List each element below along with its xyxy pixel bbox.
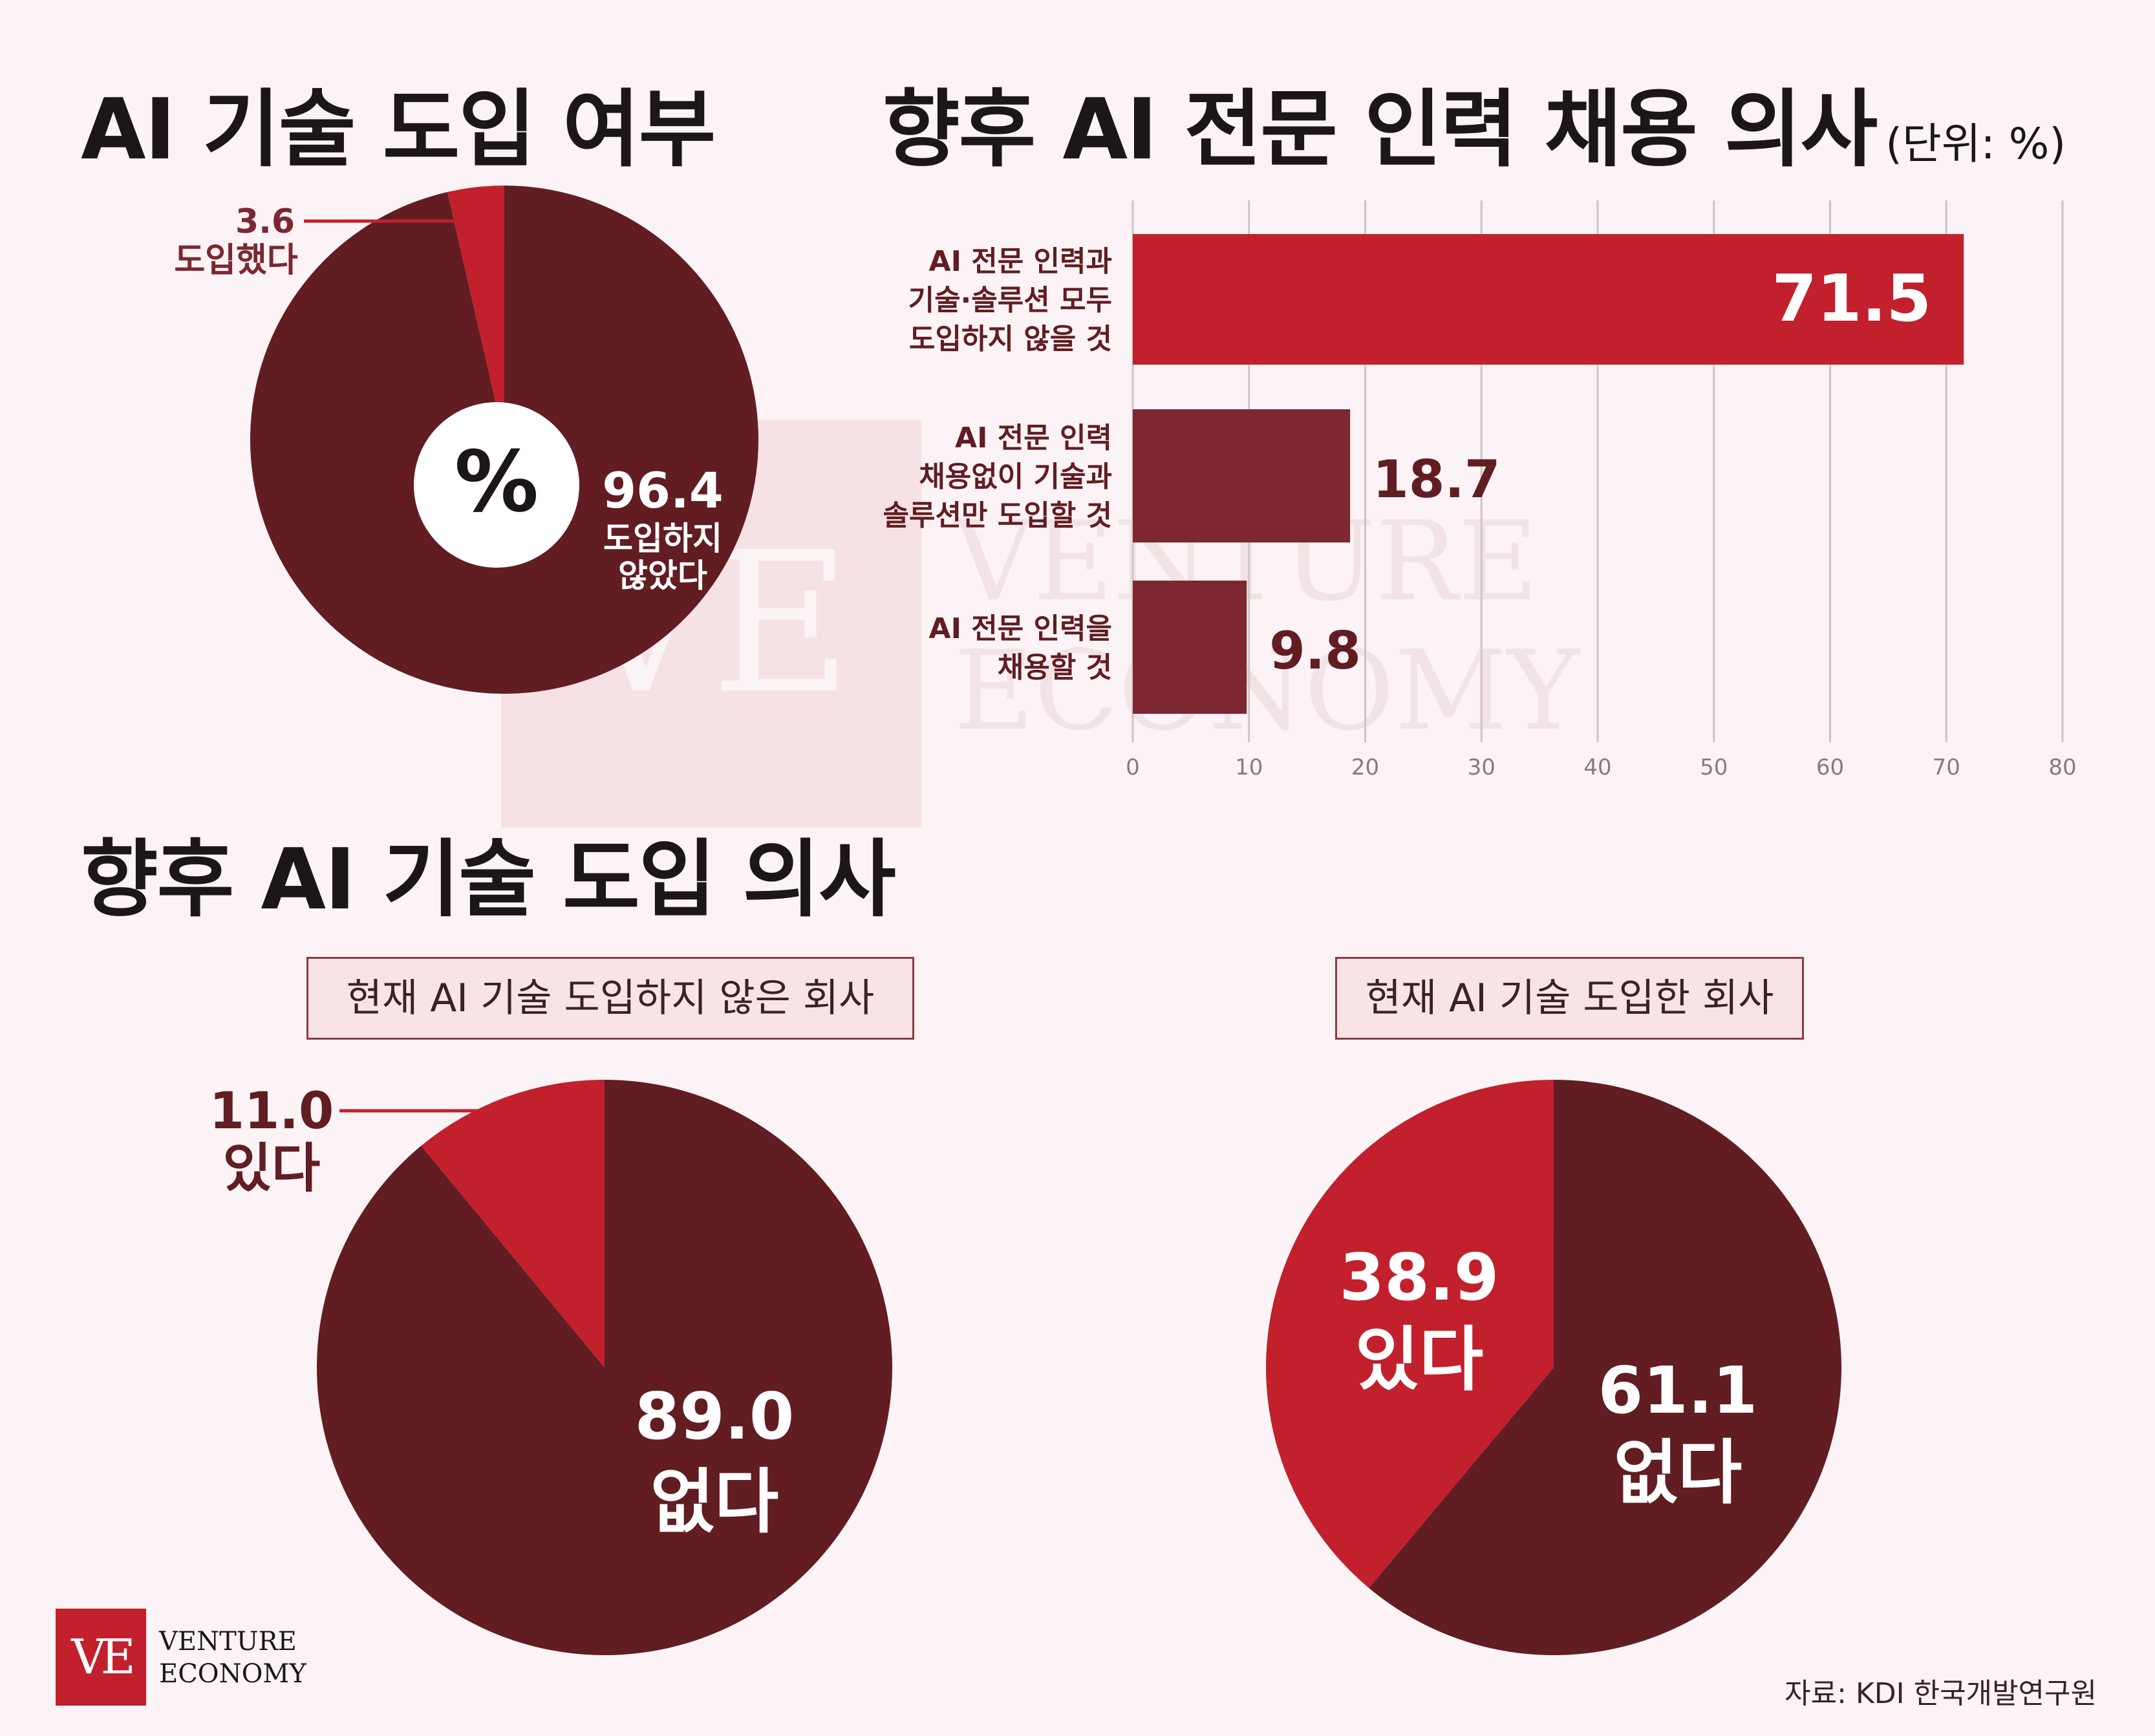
center-hole: [414, 402, 579, 568]
bar-category-label-2-0: AI 전문 인력을: [929, 612, 1112, 645]
not-adopted-label-0: 도입하지: [603, 520, 722, 557]
x-tick-label-0: 0: [1126, 755, 1140, 780]
logo-line-2: ECONOMY: [159, 1659, 306, 1689]
bar-category-label-1-2: 솔루션만 도입할 것: [883, 499, 1112, 532]
no-label: 없다: [650, 1462, 779, 1543]
yes-value: 38.9: [1340, 1239, 1499, 1315]
bar-category-label-1-0: AI 전문 인력: [955, 422, 1112, 455]
center-percent-label: %: [455, 433, 539, 531]
yes-value: 11.0: [209, 1082, 334, 1141]
logo-line-1: VENTURE: [159, 1627, 297, 1656]
x-tick-label-3: 30: [1468, 755, 1496, 780]
logo-mark: VE: [56, 1609, 146, 1706]
slice-yes: [1265, 1080, 1554, 1589]
intent-title: 향후 AI 기술 도입 의사: [81, 830, 896, 928]
source-note: 자료: KDI 한국개발연구원: [1785, 1677, 2097, 1710]
bar-2: [1133, 581, 1247, 714]
yes-label: 있다: [1355, 1320, 1484, 1400]
slice-adopted: [447, 186, 504, 440]
x-tick-label-1: 10: [1235, 755, 1263, 780]
hiring-title: 향후 AI 전문 인력 채용 의사 (단위: %): [883, 61, 2066, 183]
bar-category-label-0-2: 도입하지 않을 것: [909, 323, 1112, 356]
yes-label: 있다: [223, 1138, 321, 1199]
hiring-title-text: 향후 AI 전문 인력 채용 의사: [883, 80, 1878, 178]
no-label: 없다: [1614, 1433, 1742, 1514]
hiring-unit: (단위: %): [1885, 119, 2066, 169]
bar-value-1: 18.7: [1373, 449, 1500, 509]
bar-1: [1133, 409, 1351, 542]
adopted-label: 도입했다: [174, 241, 298, 280]
bar-value-0: 71.5: [1772, 261, 1931, 336]
x-tick-label-6: 60: [1816, 755, 1844, 780]
adopted-subtitle: 현재 AI 기술 도입한 회사: [1335, 957, 1804, 1040]
x-tick-label-4: 40: [1583, 755, 1611, 780]
bar-category-label-0-1: 기술·솔루션 모두: [908, 284, 1112, 317]
not-adopted-value: 96.4: [602, 462, 724, 519]
no-value: 61.1: [1598, 1353, 1758, 1428]
slice-yes: [421, 1080, 605, 1367]
x-tick-label-5: 50: [1700, 755, 1728, 780]
bar-0: [1133, 234, 1964, 365]
adopted-value: 3.6: [235, 202, 295, 241]
bar-category-label-2-1: 채용할 것: [998, 651, 1112, 684]
not-adopted-pie-chart: 89.0 없다 11.0있다: [209, 1080, 892, 1655]
bar-category-label-0-0: AI 전문 인력과: [929, 245, 1112, 278]
x-tick-label-8: 80: [2048, 755, 2076, 780]
slice-no: [1369, 1080, 1842, 1655]
adopted-leader-line: [304, 219, 479, 244]
no-value: 89.0: [635, 1378, 795, 1454]
x-tick-label-7: 70: [1933, 755, 1960, 780]
not-adopted-label-1: 않았다: [618, 557, 707, 595]
bar-value-2: 9.8: [1269, 621, 1361, 681]
x-tick-label-2: 20: [1351, 755, 1379, 780]
not-adopted-subtitle: 현재 AI 기술 도입하지 않은 회사: [306, 957, 914, 1040]
adoption-title: AI 기술 도입 여부: [81, 80, 716, 178]
bar-category-label-1-1: 채용없이 기술과: [919, 460, 1112, 493]
